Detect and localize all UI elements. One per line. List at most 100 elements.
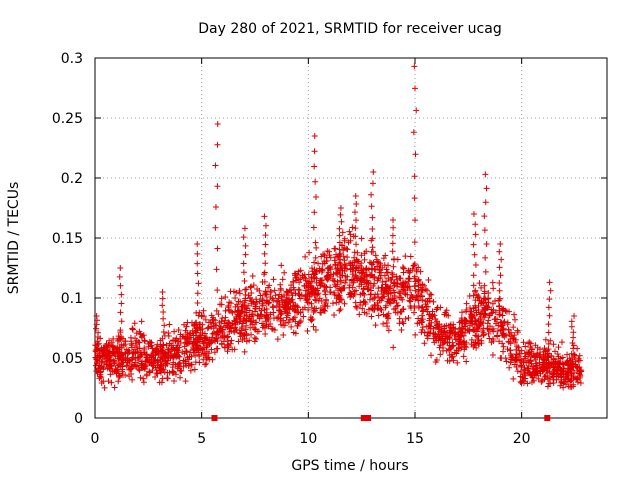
data-point <box>252 303 259 310</box>
gap-marker <box>211 415 218 421</box>
data-point <box>368 260 375 267</box>
data-point <box>489 279 496 286</box>
data-point <box>141 337 148 344</box>
data-point <box>372 303 379 310</box>
data-point <box>396 275 403 282</box>
data-point <box>476 280 483 287</box>
data-point <box>148 342 155 349</box>
data-point <box>194 260 201 267</box>
data-point <box>489 335 496 342</box>
data-point <box>107 342 114 349</box>
data-point <box>481 290 488 297</box>
data-point <box>552 348 559 355</box>
data-point <box>125 357 132 364</box>
data-point <box>470 292 477 299</box>
data-point <box>353 304 360 311</box>
data-point <box>200 356 207 363</box>
data-point <box>374 258 381 265</box>
data-point <box>577 367 584 374</box>
data-point <box>311 133 318 139</box>
data-point <box>574 376 581 383</box>
data-point <box>111 384 118 391</box>
data-point <box>92 355 99 361</box>
data-point <box>404 283 411 290</box>
data-point <box>450 357 457 364</box>
data-point <box>174 365 181 372</box>
data-point <box>117 353 124 360</box>
data-point <box>435 325 442 332</box>
data-point <box>488 306 495 313</box>
data-point <box>101 384 108 391</box>
data-point <box>249 273 256 280</box>
data-point <box>159 302 166 309</box>
data-point <box>216 319 223 326</box>
data-point <box>283 292 290 299</box>
data-point <box>489 309 496 316</box>
y-tick-label: 0.2 <box>61 171 83 187</box>
data-point <box>184 319 191 326</box>
data-point <box>140 363 147 370</box>
data-point <box>284 312 291 319</box>
data-point <box>459 319 466 326</box>
data-point <box>247 284 254 291</box>
data-point <box>172 361 179 368</box>
data-point <box>378 269 385 276</box>
data-point <box>236 313 243 320</box>
data-point <box>512 357 519 364</box>
data-point <box>391 279 398 286</box>
data-point <box>214 337 221 344</box>
data-point <box>511 339 518 346</box>
data-point <box>451 349 458 356</box>
data-point <box>476 311 483 318</box>
data-point <box>415 288 422 295</box>
data-point <box>156 379 163 386</box>
data-point <box>137 374 144 381</box>
data-point <box>426 311 433 318</box>
data-point <box>331 257 338 264</box>
data-point <box>411 63 418 70</box>
data-point <box>284 288 291 295</box>
data-point <box>380 320 387 327</box>
data-point <box>317 304 324 311</box>
data-point <box>525 349 532 356</box>
data-point <box>419 324 426 331</box>
data-point <box>133 330 140 337</box>
data-point <box>262 222 269 229</box>
data-point <box>481 310 488 317</box>
data-point <box>539 377 546 384</box>
data-point <box>103 361 110 368</box>
data-point <box>446 346 453 353</box>
data-point <box>297 309 304 316</box>
data-point <box>264 315 271 322</box>
data-point <box>241 304 248 311</box>
data-point <box>410 129 417 136</box>
data-point <box>569 356 576 363</box>
data-point <box>312 327 319 334</box>
data-point <box>436 321 443 328</box>
data-point <box>152 347 159 354</box>
data-point <box>483 185 490 192</box>
data-point <box>568 318 575 325</box>
data-point <box>131 320 138 327</box>
data-point <box>372 252 379 259</box>
data-point <box>444 336 451 343</box>
data-point <box>113 348 120 355</box>
data-point <box>214 287 221 294</box>
data-point <box>400 306 407 313</box>
data-point <box>411 309 418 316</box>
data-point <box>485 317 492 324</box>
data-point <box>389 271 396 278</box>
data-point <box>292 330 299 337</box>
data-point <box>402 253 409 260</box>
data-point <box>211 349 218 356</box>
data-point <box>470 282 477 289</box>
data-point <box>510 324 517 331</box>
data-point <box>317 277 324 284</box>
data-point <box>236 318 243 325</box>
data-point <box>326 264 333 271</box>
data-point <box>467 305 474 312</box>
data-point <box>349 224 356 231</box>
data-point <box>108 352 115 359</box>
data-point <box>471 251 478 258</box>
data-point <box>423 303 430 310</box>
